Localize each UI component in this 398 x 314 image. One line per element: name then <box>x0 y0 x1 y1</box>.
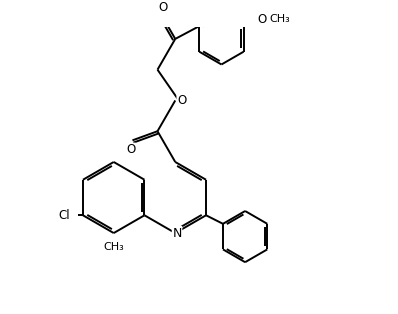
Text: Cl: Cl <box>59 209 70 222</box>
Text: O: O <box>177 94 186 107</box>
Text: O: O <box>158 1 168 14</box>
Text: O: O <box>257 13 266 26</box>
Text: CH₃: CH₃ <box>103 242 124 252</box>
Text: CH₃: CH₃ <box>269 14 290 24</box>
Text: N: N <box>172 227 182 240</box>
Text: O: O <box>126 143 135 156</box>
